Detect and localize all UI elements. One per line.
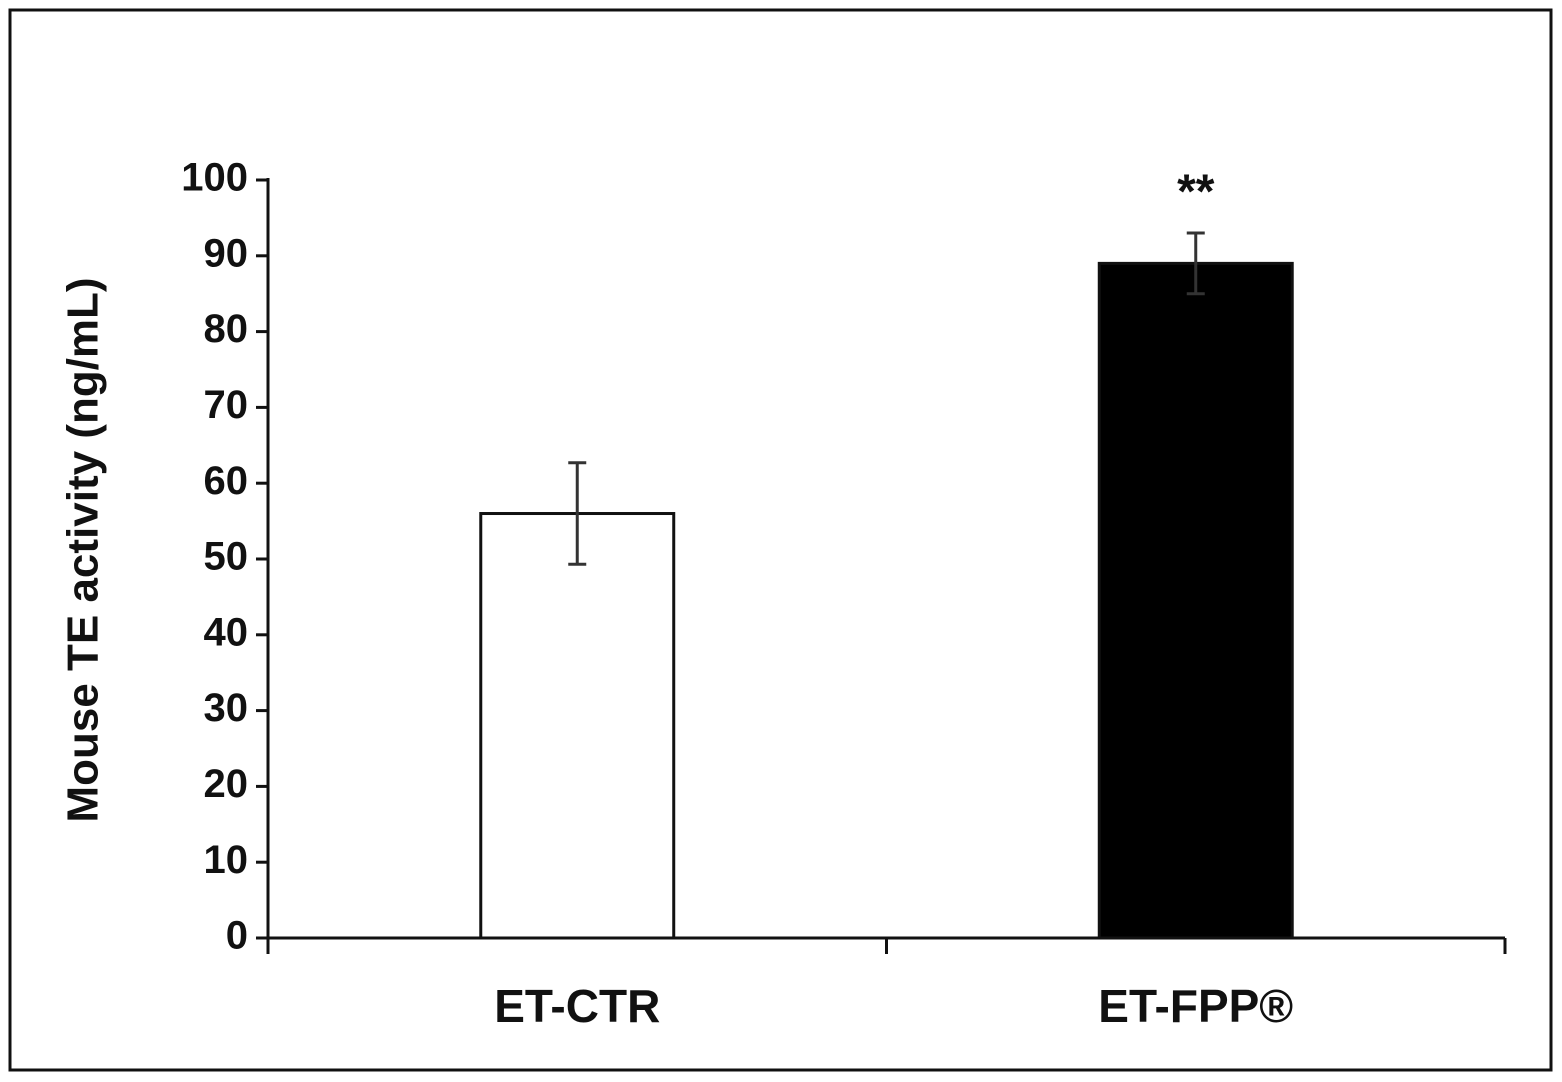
y-tick-label: 40 bbox=[204, 610, 249, 654]
x-tick-label: ET-CTR bbox=[494, 980, 660, 1032]
y-tick-label: 60 bbox=[204, 459, 249, 503]
y-axis-label: Mouse TE activity (ng/mL) bbox=[59, 277, 108, 822]
bar bbox=[1097, 261, 1294, 940]
y-tick-label: 70 bbox=[204, 383, 249, 427]
error-bar bbox=[1186, 231, 1205, 296]
x-tick-label: ET-FPP® bbox=[1098, 980, 1293, 1032]
y-tick-label: 30 bbox=[204, 686, 249, 730]
significance-marker: ** bbox=[1177, 166, 1215, 219]
y-tick-label: 0 bbox=[226, 914, 248, 958]
y-tick-label: 80 bbox=[204, 307, 249, 351]
y-tick-label: 20 bbox=[204, 762, 249, 806]
bar bbox=[479, 512, 676, 940]
y-tick-label: 90 bbox=[204, 231, 249, 275]
y-tick-label: 50 bbox=[204, 535, 249, 579]
error-bar bbox=[568, 461, 587, 566]
y-tick-label: 10 bbox=[204, 838, 249, 882]
y-tick-label: 100 bbox=[181, 156, 248, 200]
